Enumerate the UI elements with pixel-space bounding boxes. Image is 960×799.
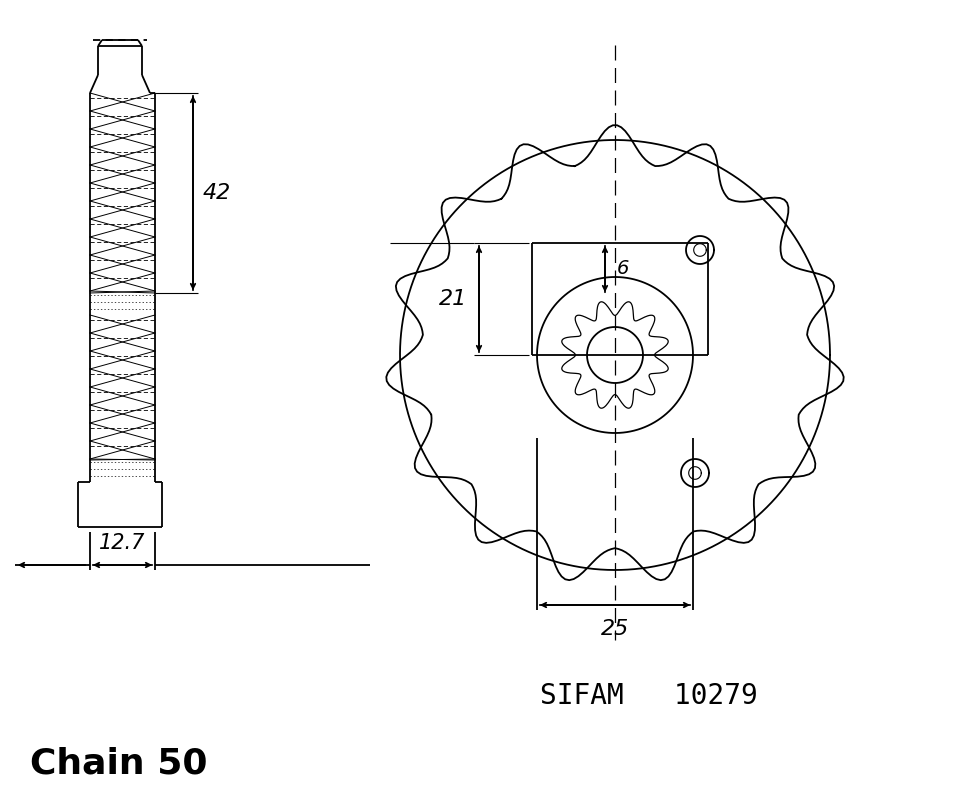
Text: 6: 6	[617, 260, 630, 279]
Text: SIFAM   10279: SIFAM 10279	[540, 682, 757, 710]
Text: 21: 21	[439, 289, 467, 309]
Text: 12.7: 12.7	[99, 533, 146, 553]
Text: 42: 42	[203, 183, 231, 203]
Text: Chain 50: Chain 50	[30, 746, 207, 780]
Text: 25: 25	[601, 619, 629, 639]
